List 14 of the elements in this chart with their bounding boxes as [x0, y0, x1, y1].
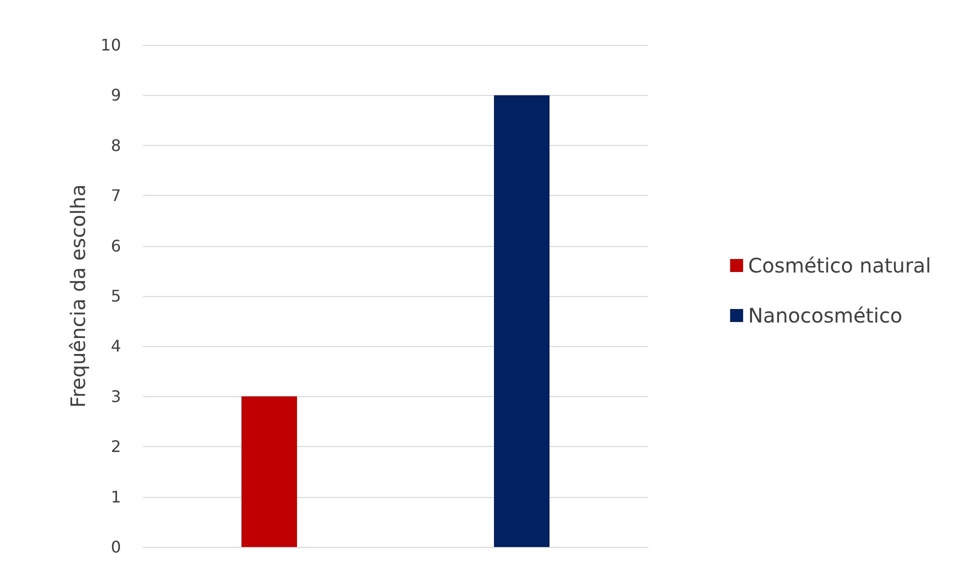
y-tick-label: 2	[110, 437, 121, 456]
y-tick-label: 3	[110, 386, 121, 406]
legend-label: Cosmético natural	[748, 254, 932, 278]
y-tick-label: 10	[100, 36, 121, 54]
y-tick-label: 9	[110, 86, 121, 105]
y-tick-label: 7	[110, 186, 121, 206]
y-tick-label: 6	[110, 236, 121, 256]
y-tick-label: 0	[110, 538, 121, 556]
y-tick-label: 5	[110, 286, 121, 306]
y-tick-label: 4	[110, 336, 121, 356]
y-tick-label: 1	[110, 487, 121, 506]
y-axis-title: Frequência da escolha	[66, 184, 90, 408]
y-tick-label: 8	[110, 136, 121, 155]
legend-label: Nanocosmético	[748, 304, 902, 328]
